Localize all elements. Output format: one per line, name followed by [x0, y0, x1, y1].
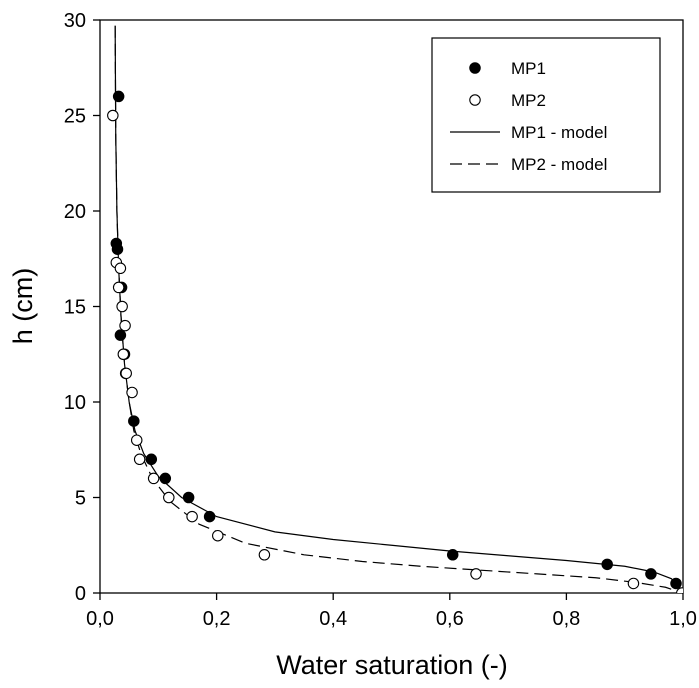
x-tick-label: 0,4: [319, 608, 347, 630]
y-tick-label: 10: [64, 392, 86, 414]
data-point-mp2: [120, 367, 132, 380]
legend-label-mp2-model: MP2 - model: [511, 155, 607, 174]
series-group: [107, 25, 683, 593]
data-point-mp2: [133, 453, 146, 466]
legend-marker-mp2: [469, 94, 481, 106]
data-point-mp1: [182, 491, 195, 504]
x-tick-label: 0,0: [86, 608, 114, 630]
data-point-mp2: [470, 568, 482, 580]
data-point-mp1: [112, 90, 125, 103]
data-point-mp2: [114, 262, 127, 275]
data-point-mp2: [116, 300, 128, 313]
x-tick-label: 0,2: [203, 608, 231, 630]
data-point-mp1: [446, 549, 459, 561]
legend: MP1 MP2 MP1 - model MP2 - model: [431, 37, 661, 193]
data-point-mp1: [670, 577, 682, 590]
y-tick-label: 5: [75, 488, 86, 510]
data-point-mp2: [147, 472, 160, 485]
legend-label-mp1: MP1: [511, 59, 546, 78]
data-point-mp2: [130, 434, 143, 446]
data-point-mp1: [128, 415, 140, 427]
legend-marker-mp1: [469, 62, 481, 74]
data-point-mp1: [601, 558, 613, 571]
y-tick-label: 15: [64, 297, 86, 319]
x-axis-title: Water saturation (-): [276, 650, 508, 680]
x-tick-label: 0,6: [436, 608, 464, 630]
legend-label-mp2: MP2: [511, 91, 546, 110]
data-point-mp1: [645, 568, 657, 580]
data-point-mp2: [186, 510, 198, 523]
x-axis: 0,0 0,2 0,4 0,6 0,8 1,0: [86, 593, 697, 630]
data-point-mp1: [159, 472, 172, 485]
data-point-mp2: [627, 577, 640, 590]
data-point-mp1: [111, 243, 124, 255]
data-point-mp2: [163, 491, 175, 504]
data-point-mp2: [119, 319, 131, 332]
data-point-mp2: [107, 109, 119, 122]
data-point-mp2: [212, 529, 224, 542]
y-axis: 0 5 10 15 20 25 30: [64, 10, 100, 605]
legend-box: [431, 37, 661, 193]
data-point-mp2: [676, 587, 683, 593]
data-point-mp1: [114, 329, 127, 341]
y-tick-label: 30: [64, 10, 86, 32]
data-point-mp1: [145, 453, 158, 466]
series-line-mp2-model: [114, 25, 683, 593]
x-tick-label: 1,0: [669, 608, 697, 630]
plot-area: [99, 19, 684, 594]
y-tick-label: 0: [75, 583, 86, 605]
data-point-mp2: [126, 386, 138, 399]
data-point-mp1: [203, 510, 216, 523]
legend-label-mp1-model: MP1 - model: [511, 123, 607, 142]
y-tick-label: 25: [64, 106, 86, 128]
x-tick-label: 0,8: [552, 608, 580, 630]
data-point-mp2: [117, 348, 130, 360]
data-point-mp2: [112, 281, 125, 294]
y-axis-title: h (cm): [8, 268, 38, 345]
data-point-mp2: [258, 549, 271, 561]
y-tick-label: 20: [64, 201, 86, 223]
